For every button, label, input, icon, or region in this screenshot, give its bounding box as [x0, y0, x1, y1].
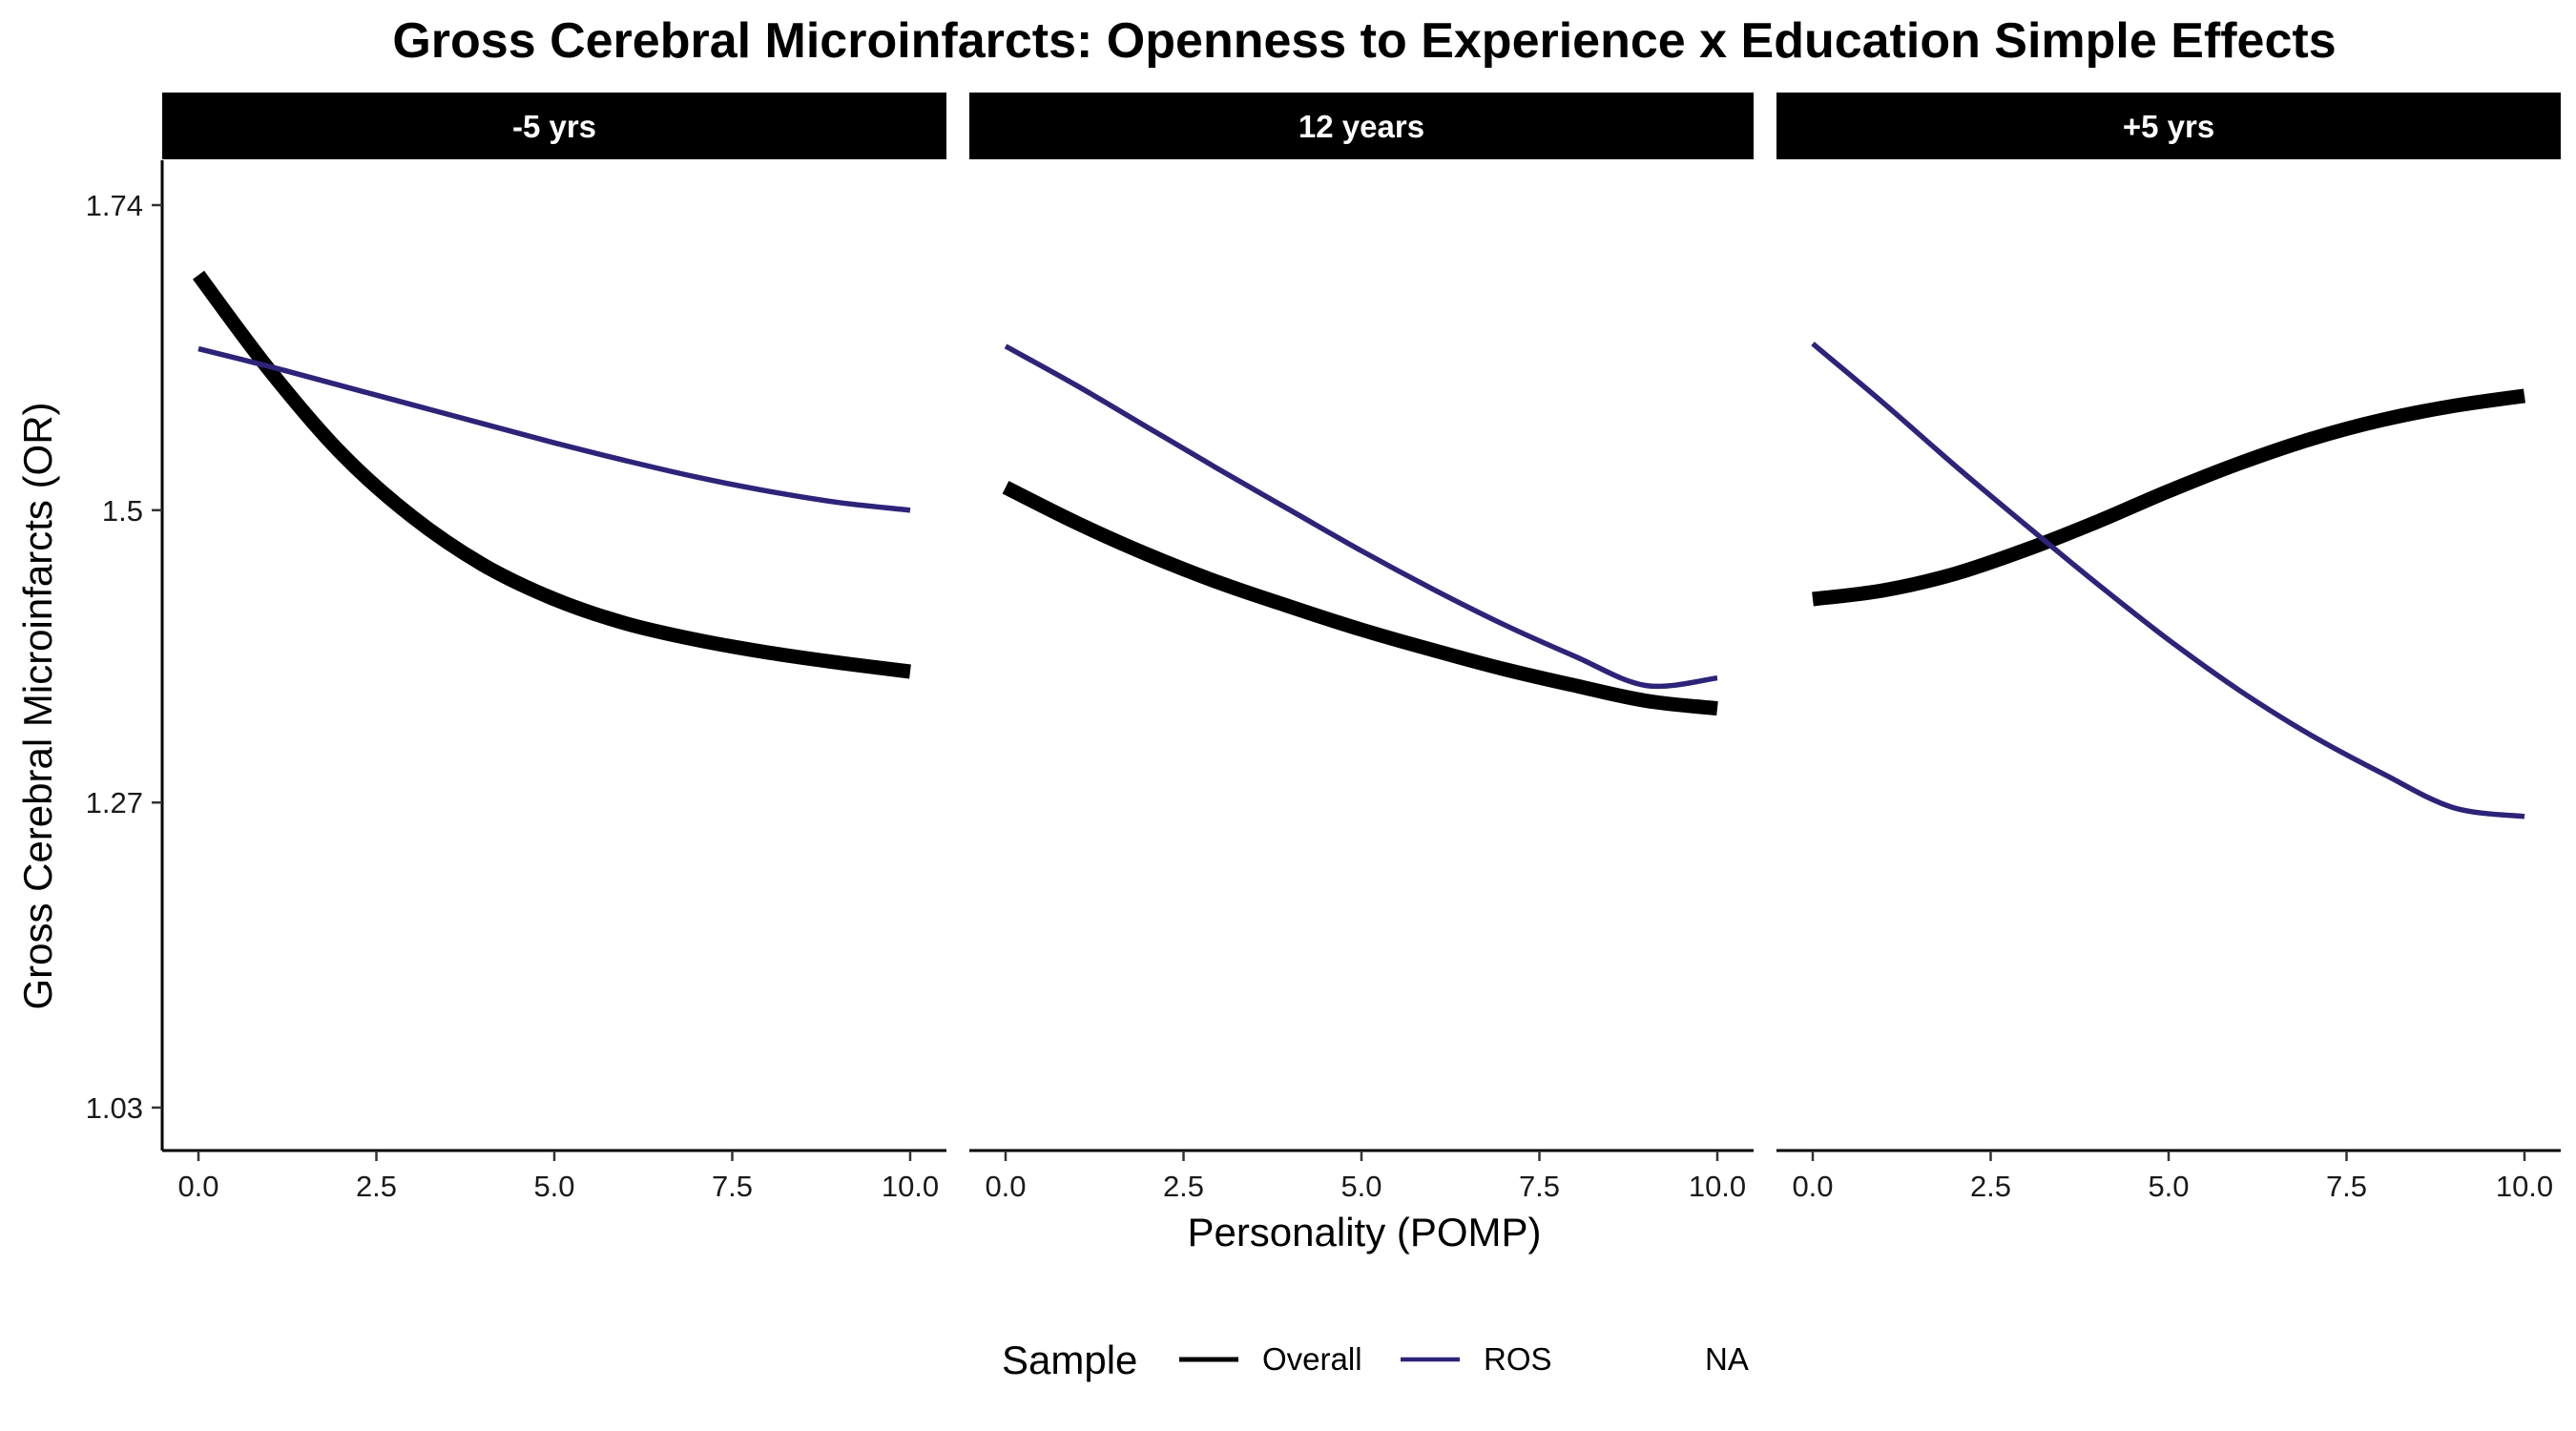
facet-strip [969, 93, 1754, 159]
facet-panel: +5 yrs 0.0 2.5 5.0 7.5 10.0 [1776, 93, 2561, 1203]
facet-strip-label: +5 yrs [2123, 109, 2214, 144]
x-tick-label: 5.0 [1340, 1170, 1381, 1203]
facet-strip-label: -5 yrs [512, 109, 596, 144]
series-line-ros [1004, 343, 1718, 690]
chart-title: Gross Cerebral Microinfarcts: Openness t… [392, 13, 2336, 69]
x-tick-label: 7.5 [1519, 1170, 1560, 1203]
x-axis-title: Personality (POMP) [1187, 1210, 1541, 1255]
x-tick-label: 2.5 [356, 1170, 397, 1203]
x-tick-label: 10.0 [2496, 1170, 2553, 1203]
legend: Sample Overall ROS NA [1002, 1338, 1749, 1382]
facet-panel: 12 years 0.0 2.5 5.0 7.5 10.0 [969, 93, 1754, 1203]
series-line-overall [1812, 388, 2526, 607]
x-tick-label: 5.0 [2148, 1170, 2189, 1203]
x-tick-label: 7.5 [2326, 1170, 2367, 1203]
series-line-ros [197, 345, 911, 513]
legend-title: Sample [1002, 1338, 1137, 1382]
x-tick-label: 5.0 [533, 1170, 574, 1203]
x-tick-label: 2.5 [1970, 1170, 2011, 1203]
x-tick-label: 0.0 [985, 1170, 1026, 1203]
y-tick-label: 1.74 [86, 189, 143, 222]
y-tick-label: 1.03 [86, 1091, 143, 1125]
y-axis-title: Gross Cerebral Microinfarcts (OR) [15, 402, 60, 1009]
x-tick-label: 0.0 [1792, 1170, 1833, 1203]
legend-label-overall: Overall [1262, 1341, 1362, 1377]
facet-strip [1776, 93, 2561, 159]
x-tick-label: 10.0 [1689, 1170, 1746, 1203]
x-tick-label: 7.5 [712, 1170, 753, 1203]
x-tick-label: 0.0 [177, 1170, 218, 1203]
y-tick-label: 1.5 [102, 494, 143, 528]
legend-label-na: NA [1705, 1341, 1749, 1377]
series-line-overall [192, 270, 911, 679]
legend-label-ros: ROS [1484, 1341, 1552, 1377]
facet-strip [162, 93, 946, 159]
series-line-ros [1811, 342, 2525, 819]
x-tick-label: 10.0 [882, 1170, 939, 1203]
x-tick-label: 2.5 [1163, 1170, 1204, 1203]
series-line-overall [1002, 481, 1718, 716]
facet-strip-label: 12 years [1298, 109, 1424, 144]
facet-panel: -5 yrs 0.0 2.5 5.0 7.5 10.0 1.03 1.27 1.5 1.74 [86, 93, 946, 1203]
facet-panels: -5 yrs 0.0 2.5 5.0 7.5 10.0 1.03 1.27 1.5 1.74 12 … [86, 93, 2561, 1203]
y-tick-label: 1.27 [86, 786, 143, 819]
